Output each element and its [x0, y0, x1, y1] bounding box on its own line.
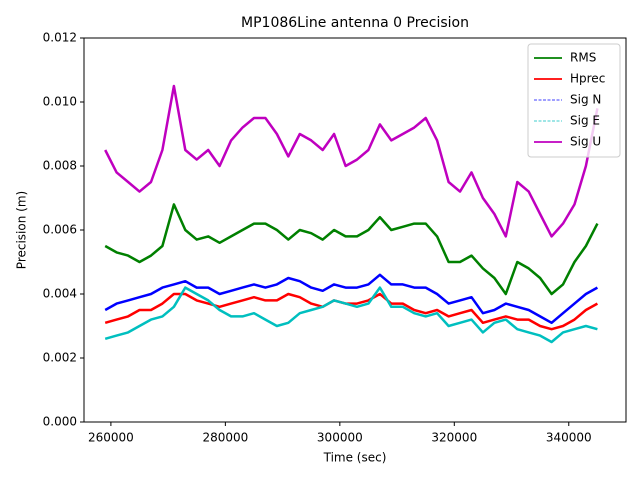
- y-tick-label: 0.002: [43, 351, 77, 365]
- x-tick-label: 280000: [202, 431, 248, 445]
- legend-label: Sig N: [570, 93, 601, 107]
- y-axis-label: Precision (m): [15, 191, 29, 269]
- x-tick-label: 300000: [317, 431, 363, 445]
- legend-label: Sig U: [570, 135, 601, 149]
- legend-label: Sig E: [570, 114, 600, 128]
- legend-box: [527, 43, 621, 158]
- y-tick-label: 0.004: [43, 287, 77, 301]
- x-axis-label: Time (sec): [323, 451, 387, 465]
- series-line: [104, 286, 598, 344]
- legend-label: Hprec: [570, 72, 605, 86]
- y-tick-label: 0.000: [43, 415, 77, 429]
- y-tick-label: 0.010: [43, 95, 77, 109]
- chart-title: MP1086Line antenna 0 Precision: [241, 15, 469, 31]
- x-tick-label: 260000: [88, 431, 134, 445]
- series-line: [104, 203, 599, 296]
- plot-frame: [83, 37, 627, 423]
- series-line: [104, 273, 599, 325]
- series-line: [104, 84, 599, 238]
- y-tick-label: 0.012: [43, 31, 77, 45]
- y-tick-label: 0.008: [43, 159, 77, 173]
- legend-label: RMS: [570, 51, 596, 65]
- y-tick-label: 0.006: [43, 223, 77, 237]
- series-line: [104, 292, 599, 331]
- x-tick-label: 340000: [546, 431, 592, 445]
- x-tick-label: 320000: [431, 431, 477, 445]
